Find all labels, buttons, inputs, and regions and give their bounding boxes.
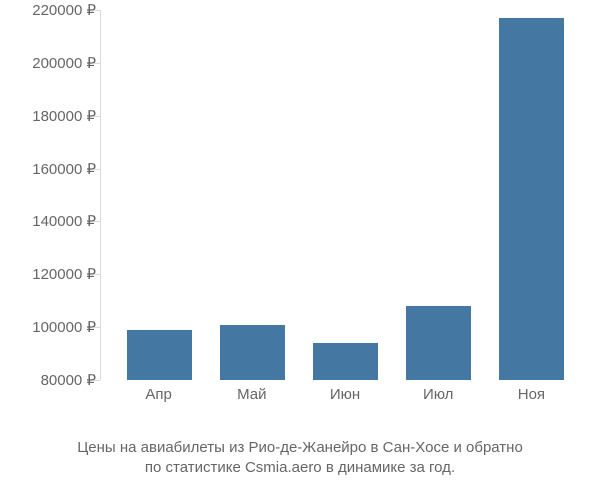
bar-slot <box>206 10 299 380</box>
bar <box>406 306 471 380</box>
x-tick-label: Май <box>205 386 298 403</box>
y-tick-label: 160000 ₽ <box>0 160 96 178</box>
y-tick-label: 220000 ₽ <box>0 1 96 19</box>
y-tick-label: 100000 ₽ <box>0 318 96 336</box>
y-tick-mark <box>94 169 100 170</box>
bar <box>220 325 285 381</box>
bar-slot <box>392 10 485 380</box>
x-tick-label: Ноя <box>485 386 578 403</box>
y-tick-mark <box>94 63 100 64</box>
x-tick-label: Апр <box>112 386 205 403</box>
bar-slot <box>485 10 578 380</box>
y-tick-label: 200000 ₽ <box>0 54 96 72</box>
y-tick-label: 80000 ₽ <box>0 371 96 389</box>
y-tick-mark <box>94 116 100 117</box>
plot-area <box>100 10 590 380</box>
price-bar-chart: АпрМайИюнИюлНоя 80000 ₽ 100000 ₽ 120000 ₽ 1… <box>0 0 600 430</box>
bar <box>499 18 564 380</box>
caption-line-1: Цены на авиабилеты из Рио-де-Жанейро в С… <box>4 438 596 458</box>
bar <box>127 330 192 380</box>
y-tick-label: 120000 ₽ <box>0 265 96 283</box>
x-tick-label: Июн <box>298 386 391 403</box>
bar <box>313 343 378 380</box>
x-axis-labels: АпрМайИюнИюлНоя <box>100 386 590 403</box>
x-tick-label: Июл <box>392 386 485 403</box>
bar-slot <box>113 10 206 380</box>
y-tick-label: 180000 ₽ <box>0 107 96 125</box>
bars-container <box>101 10 590 380</box>
y-tick-mark <box>94 10 100 11</box>
y-tick-mark <box>94 274 100 275</box>
y-tick-label: 140000 ₽ <box>0 212 96 230</box>
chart-caption: Цены на авиабилеты из Рио-де-Жанейро в С… <box>0 438 600 479</box>
y-tick-mark <box>94 380 100 381</box>
caption-line-2: по статистике Csmia.aero в динамике за г… <box>4 458 596 478</box>
y-tick-mark <box>94 221 100 222</box>
bar-slot <box>299 10 392 380</box>
y-tick-mark <box>94 327 100 328</box>
